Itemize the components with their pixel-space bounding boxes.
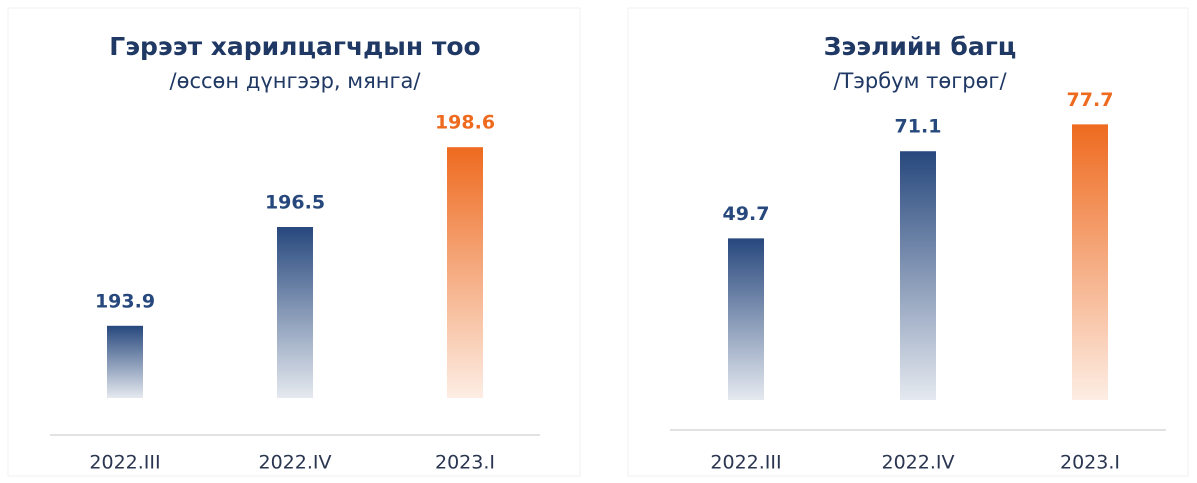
x-tick-label: 2022.III: [89, 452, 160, 474]
bar: [900, 151, 936, 400]
x-tick-label: 2023.I: [1060, 452, 1120, 474]
bar: [728, 238, 764, 400]
value-label: 77.7: [1067, 89, 1114, 111]
x-tick-label: 2023.I: [435, 452, 495, 474]
x-tick-label: 2022.IV: [259, 452, 332, 474]
chart-title: Гэрээт харилцагчдын тоо: [109, 32, 480, 61]
chart-subtitle: /өссөн дүнгээр, мянга/: [170, 69, 422, 93]
bar: [447, 147, 483, 398]
value-label: 196.5: [265, 192, 325, 214]
chart-subtitle: /Тэрбум төгрөг/: [833, 69, 1007, 93]
chart-title: Зээлийн багц: [824, 32, 1017, 61]
bar: [107, 325, 143, 398]
value-label: 71.1: [895, 116, 942, 138]
value-label: 193.9: [95, 290, 155, 312]
value-label: 49.7: [723, 203, 770, 225]
x-tick-label: 2022.III: [710, 452, 781, 474]
bar: [1072, 124, 1108, 400]
x-tick-label: 2022.IV: [882, 452, 955, 474]
value-label: 198.6: [435, 112, 495, 134]
bar: [277, 227, 313, 398]
